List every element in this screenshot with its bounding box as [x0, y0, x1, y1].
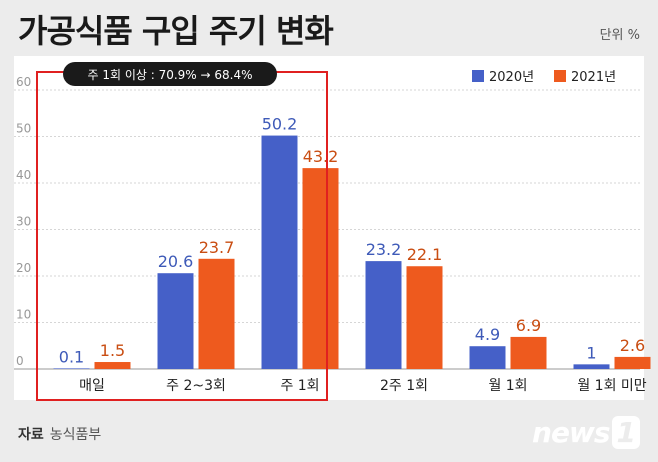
y-tick-label: 20 [16, 261, 31, 275]
bar [510, 336, 547, 369]
legend-label: 2021년 [571, 70, 616, 85]
legend-label: 2020년 [489, 70, 534, 85]
bar [302, 168, 339, 369]
data-label: 23.7 [199, 238, 235, 257]
source-value: 농식품부 [49, 427, 102, 443]
chart-title: 가공식품 구입 주기 변화 [18, 12, 334, 50]
data-label: 4.9 [475, 325, 500, 344]
x-tick-label: 2주 1회 [380, 378, 428, 394]
logo-num: 1 [611, 416, 640, 449]
bar [198, 258, 235, 369]
source-label: 자료 [18, 427, 44, 443]
y-tick-label: 10 [16, 308, 31, 322]
x-tick-label: 매일 [79, 378, 105, 394]
bar [573, 364, 610, 369]
bar [94, 362, 131, 369]
x-tick-label: 주 2~3회 [166, 378, 226, 394]
data-label: 1.5 [100, 341, 125, 360]
x-tick-label: 주 1회 [280, 378, 319, 394]
y-tick-label: 0 [16, 354, 24, 368]
x-tick-label: 월 1회 미만 [577, 378, 646, 394]
annotation-pill [63, 62, 277, 86]
bar [469, 346, 506, 369]
data-label: 1 [586, 343, 596, 362]
data-label: 50.2 [262, 115, 298, 134]
bar [614, 356, 651, 369]
data-label: 6.9 [516, 316, 541, 335]
x-tick-label: 월 1회 [488, 378, 527, 394]
data-label: 0.1 [59, 347, 84, 366]
bar [406, 266, 443, 369]
y-tick-label: 60 [16, 75, 31, 89]
annotation-text: 주 1회 이상 : 70.9% → 68.4% [87, 68, 252, 82]
bar [157, 273, 194, 369]
data-label: 20.6 [158, 252, 194, 271]
unit-label: 단위 % [599, 28, 640, 43]
legend-swatch [472, 70, 484, 82]
bar [365, 261, 402, 369]
data-label: 43.2 [303, 147, 339, 166]
data-label: 2.6 [620, 336, 645, 355]
legend-swatch [554, 70, 566, 82]
bar [261, 135, 298, 369]
y-tick-label: 50 [16, 122, 31, 136]
logo-text: news [532, 416, 610, 449]
news1-logo: news 1 [532, 416, 640, 449]
data-label: 23.2 [366, 240, 402, 259]
source-note: 자료 농식품부 [18, 424, 101, 444]
bar [53, 368, 90, 369]
data-label: 22.1 [407, 245, 443, 264]
y-tick-label: 40 [16, 168, 31, 182]
y-tick-label: 30 [16, 215, 31, 229]
